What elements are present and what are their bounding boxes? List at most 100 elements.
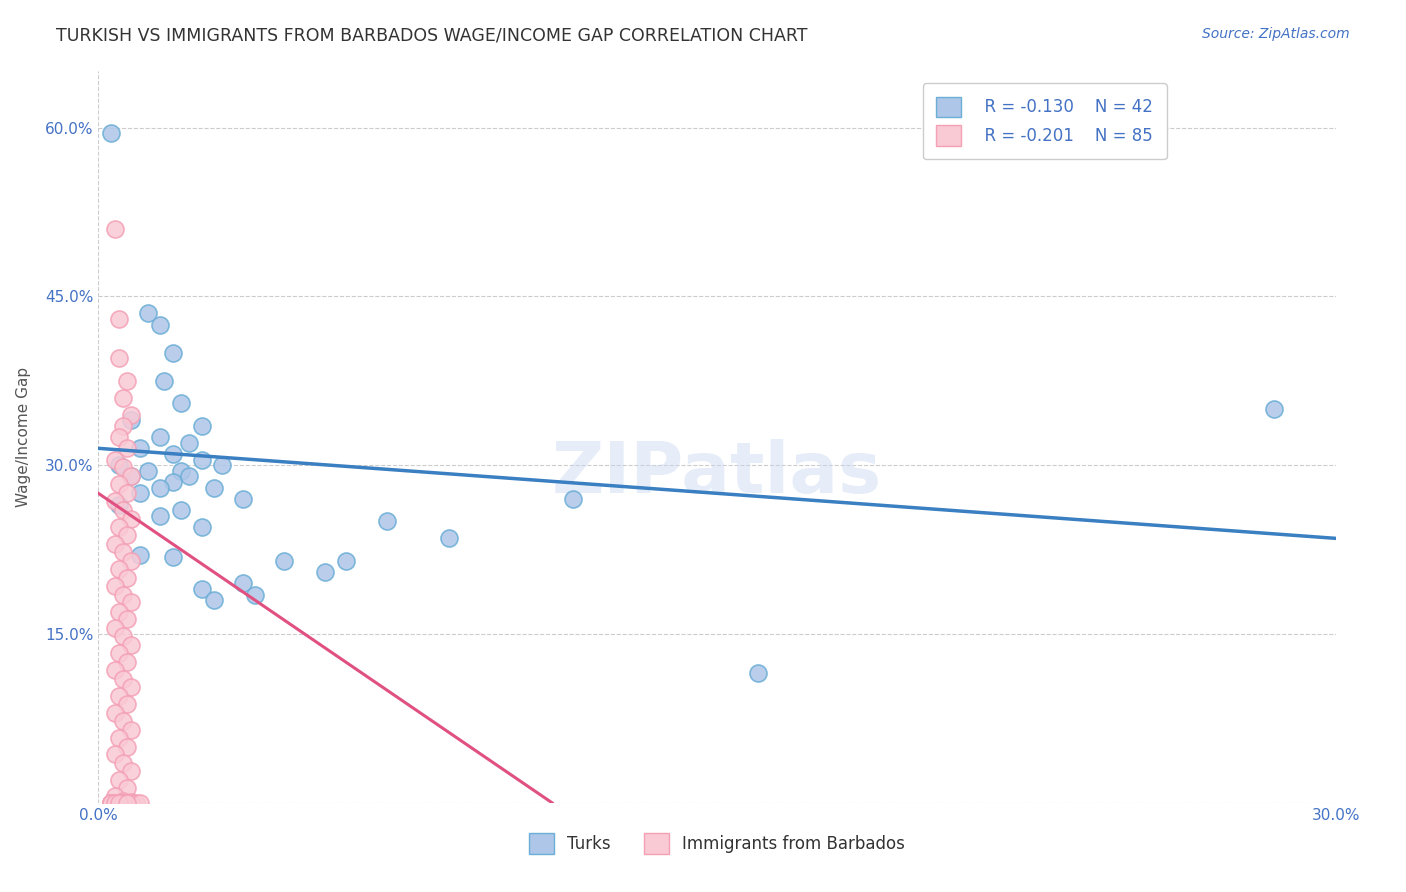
Point (437, 532, 460, 546)
Point (375, 515, 398, 529)
Point (104, 789, 127, 803)
Point (120, 638, 142, 652)
Point (120, 595, 142, 609)
Point (170, 396, 193, 410)
Point (149, 508, 172, 523)
Point (112, 796, 135, 810)
Point (100, 796, 122, 810)
Point (120, 796, 142, 810)
Point (1263, 401, 1285, 416)
Point (120, 796, 142, 810)
Point (108, 796, 131, 810)
Point (179, 435, 201, 450)
Point (153, 374, 176, 388)
Point (120, 413, 142, 427)
Point (108, 520, 131, 534)
Point (117, 697, 139, 711)
Point (162, 345, 184, 359)
Point (112, 714, 135, 728)
Point (117, 442, 139, 456)
Point (232, 576, 254, 591)
Point (117, 796, 139, 810)
Point (112, 796, 135, 810)
Point (108, 605, 131, 619)
Point (190, 520, 212, 534)
Point (104, 796, 127, 810)
Point (179, 469, 201, 483)
Point (108, 731, 131, 745)
Point (100, 796, 122, 810)
Point (108, 477, 131, 491)
Point (108, 796, 131, 810)
Point (120, 764, 142, 779)
Point (104, 796, 127, 810)
Point (190, 418, 212, 433)
Point (108, 351, 131, 366)
Point (108, 796, 131, 810)
Point (108, 646, 131, 660)
Point (112, 796, 135, 810)
Point (117, 796, 139, 810)
Point (112, 588, 135, 602)
Point (108, 562, 131, 576)
Point (170, 464, 193, 478)
Point (108, 796, 131, 810)
Point (117, 739, 139, 754)
Point (120, 469, 142, 483)
Text: Source: ZipAtlas.com: Source: ZipAtlas.com (1202, 27, 1350, 41)
Point (112, 796, 135, 810)
Point (108, 773, 131, 788)
Point (112, 545, 135, 559)
Point (117, 571, 139, 585)
Point (117, 612, 139, 626)
Point (211, 458, 233, 473)
Point (100, 796, 122, 810)
Point (314, 565, 336, 579)
Point (128, 548, 150, 562)
Point (117, 796, 139, 810)
Point (149, 430, 172, 444)
Point (120, 469, 142, 483)
Legend: Turks, Immigrants from Barbados: Turks, Immigrants from Barbados (522, 827, 912, 860)
Point (112, 756, 135, 771)
Point (104, 747, 127, 762)
Point (232, 491, 254, 506)
Point (120, 512, 142, 526)
Point (117, 655, 139, 669)
Point (104, 222, 127, 236)
Point (108, 796, 131, 810)
Point (108, 312, 131, 326)
Point (104, 537, 127, 551)
Y-axis label: Wage/Income Gap: Wage/Income Gap (17, 367, 31, 508)
Point (100, 796, 122, 810)
Point (128, 486, 150, 500)
Point (124, 796, 146, 810)
Point (202, 481, 225, 495)
Point (243, 588, 266, 602)
Point (747, 666, 769, 681)
Point (108, 689, 131, 703)
Point (117, 528, 139, 542)
Point (117, 796, 139, 810)
Point (190, 452, 212, 467)
Point (162, 447, 184, 461)
Point (128, 442, 150, 456)
Point (149, 481, 172, 495)
Point (202, 593, 225, 607)
Point (120, 796, 142, 810)
Point (112, 793, 135, 807)
Point (117, 781, 139, 796)
Point (104, 796, 127, 810)
Point (112, 460, 135, 475)
Point (273, 554, 295, 568)
Point (100, 126, 122, 140)
Point (117, 374, 139, 388)
Point (117, 796, 139, 810)
Point (162, 550, 184, 565)
Point (117, 486, 139, 500)
Point (170, 503, 193, 517)
Point (112, 418, 135, 433)
Point (128, 796, 150, 810)
Point (112, 672, 135, 686)
Point (104, 579, 127, 593)
